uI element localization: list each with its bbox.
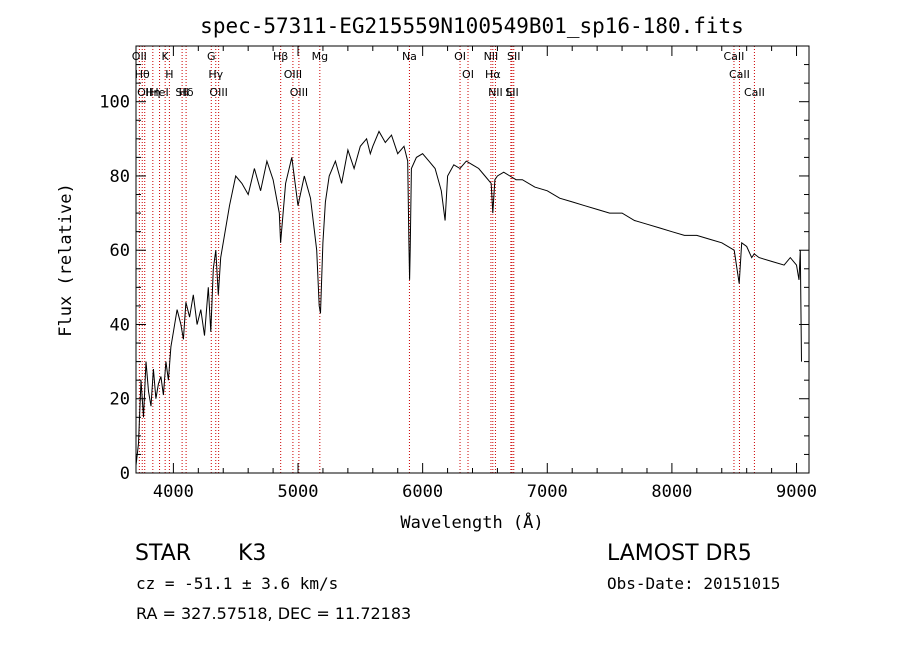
coordinates: RA = 327.57518, DEC = 11.72183 xyxy=(136,604,412,623)
marker-label-14: OIII xyxy=(290,86,308,99)
line-markers xyxy=(138,46,755,473)
marker-label-21: NII xyxy=(488,86,503,99)
marker-label-24: SII xyxy=(507,50,520,63)
marker-label-6: H xyxy=(165,68,173,81)
marker-label-2: OII xyxy=(137,86,152,99)
y-tick-label-3: 60 xyxy=(110,241,130,261)
marker-label-19: NII xyxy=(484,50,499,63)
marker-label-27: CaII xyxy=(744,86,765,99)
marker-label-5: K xyxy=(162,50,170,63)
marker-label-25: CaII xyxy=(724,50,745,63)
marker-label-17: OI xyxy=(454,50,466,63)
marker-label-11: OIII xyxy=(209,86,227,99)
marker-label-8: Hδ xyxy=(179,86,194,99)
observation-date: Obs-Date: 20151015 xyxy=(607,574,781,593)
survey-name: LAMOST DR5 xyxy=(607,541,752,566)
x-tick-label-5: 9000 xyxy=(776,482,817,502)
marker-label-16: Na xyxy=(402,50,417,63)
marker-label-13: OIII xyxy=(284,68,302,81)
marker-label-3: Hη xyxy=(145,86,160,99)
marker-label-15: Mg xyxy=(312,50,328,63)
marker-label-12: Hβ xyxy=(273,50,288,63)
marker-label-26: CaII xyxy=(729,68,750,81)
x-axis-ticks: 4000 5000 6000 7000 8000 9000 xyxy=(153,46,817,502)
x-tick-label-0: 4000 xyxy=(153,482,194,502)
marker-label-1: Hθ xyxy=(135,68,150,81)
object-subclass: K3 xyxy=(238,541,267,566)
spectrum-line xyxy=(135,130,802,466)
marker-label-0: OII xyxy=(132,50,147,63)
y-tick-label-1: 20 xyxy=(110,390,130,410)
redshift-velocity: cz = -51.1 ± 3.6 km/s xyxy=(136,574,339,593)
marker-label-7: SII xyxy=(175,86,188,99)
marker-label-22: Li xyxy=(506,86,515,99)
marker-label-9: G xyxy=(207,50,216,63)
y-tick-label-0: 0 xyxy=(120,464,130,484)
x-tick-label-4: 8000 xyxy=(651,482,692,502)
y-tick-label-4: 80 xyxy=(110,167,130,187)
marker-label-18: OI xyxy=(462,68,474,81)
object-type: STAR xyxy=(135,541,192,566)
y-tick-label-2: 40 xyxy=(110,315,130,335)
x-tick-label-3: 7000 xyxy=(527,482,568,502)
x-tick-label-1: 5000 xyxy=(278,482,319,502)
marker-label-10: Hγ xyxy=(208,68,223,81)
x-axis-label: Wavelength (Å) xyxy=(400,511,543,533)
plot-frame xyxy=(135,45,810,474)
chart-title: spec-57311-EG215559N100549B01_sp16-180.f… xyxy=(200,14,744,38)
marker-label-20: Hα xyxy=(485,68,501,81)
marker-label-23: SII xyxy=(505,86,518,99)
y-axis-label: Flux (relative) xyxy=(56,183,76,337)
x-tick-label-2: 6000 xyxy=(402,482,443,502)
y-axis-ticks: 0 20 40 60 80 100 xyxy=(99,64,809,484)
y-tick-label-5: 100 xyxy=(99,93,130,113)
marker-label-4: HeI xyxy=(150,86,168,99)
